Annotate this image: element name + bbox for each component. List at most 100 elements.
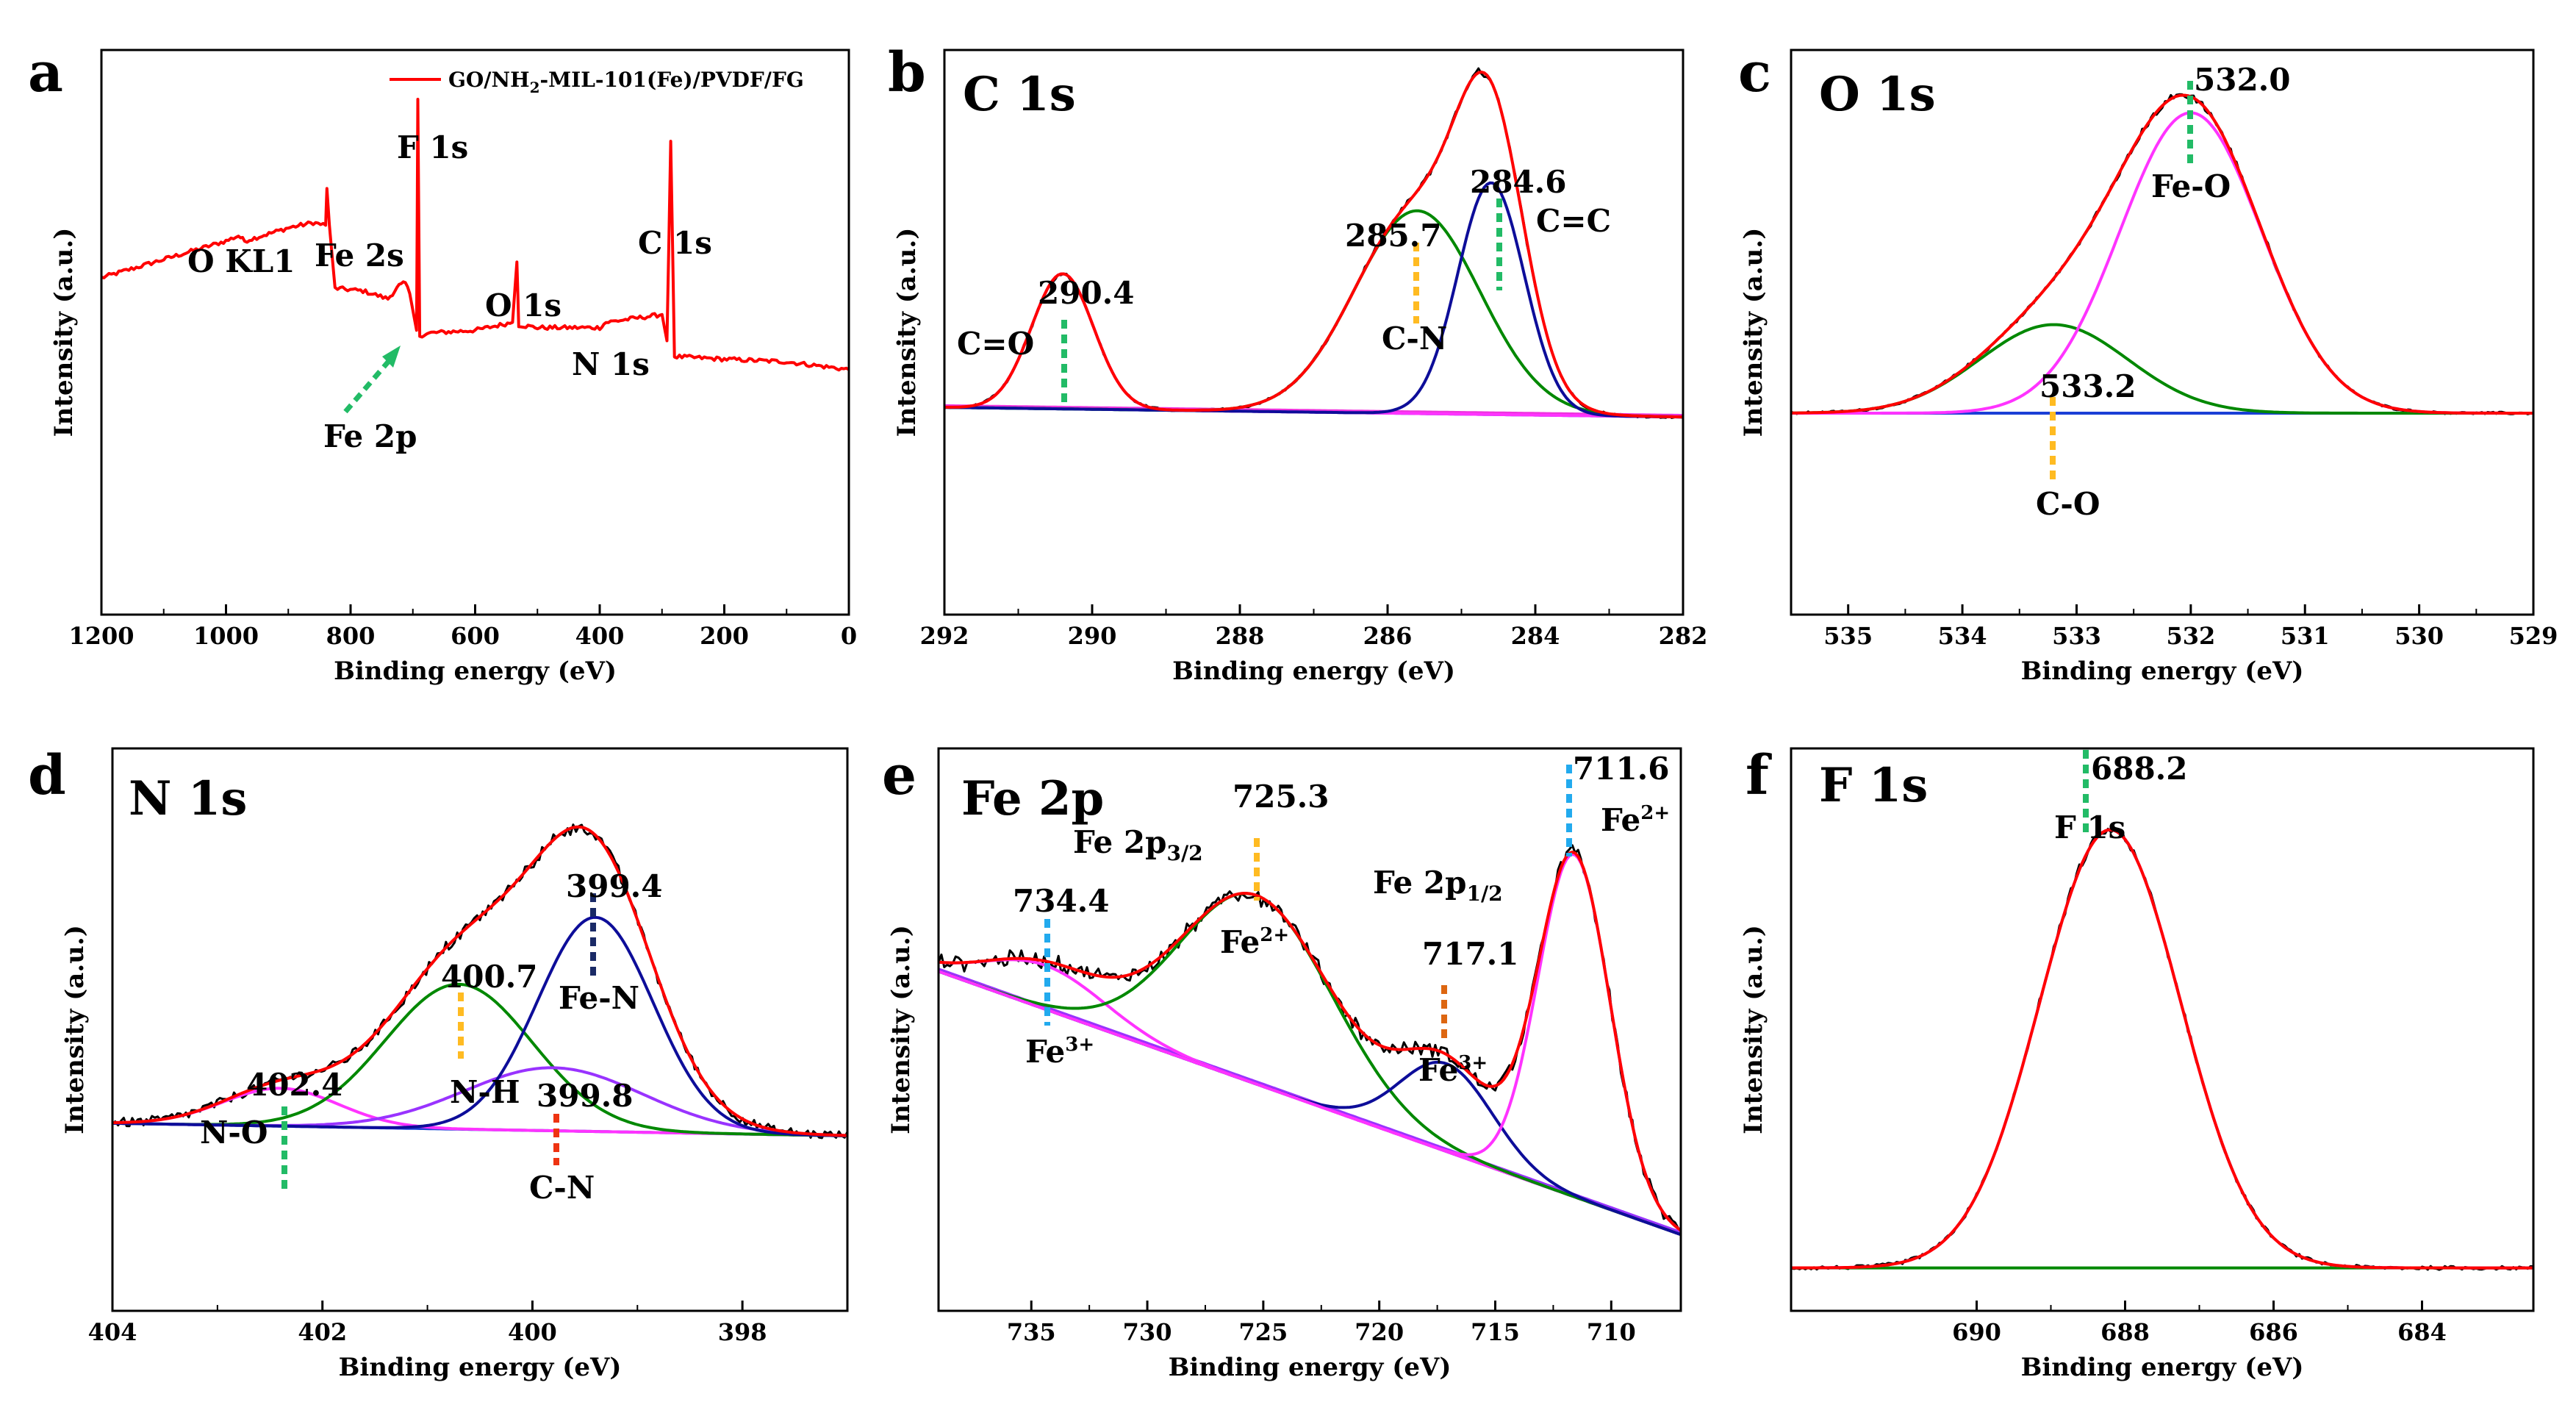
anno-o-1s: O 1s [485, 287, 562, 323]
plot-area-c [1790, 93, 2533, 415]
series-f-raw [1790, 827, 2534, 1271]
series-d-n-h [112, 982, 847, 1137]
plot-area-a [101, 98, 850, 372]
x-tick-label-d-1: 402 [298, 1318, 347, 1346]
plot-area-e [937, 844, 1682, 1237]
panel-title-c: O 1s [1819, 67, 1936, 122]
anno-c-o-bond-c: C-O [2036, 486, 2100, 522]
anno-fe-2s: Fe 2s [315, 237, 404, 273]
x-tick-label-a-3: 600 [451, 622, 500, 650]
panel-letter-d: d [28, 744, 66, 807]
anno-o-kl1: O KL1 [187, 243, 295, 279]
y-axis-label-e: Intensity (a.u.) [886, 925, 916, 1134]
anno-c-c-bond: C=C [1536, 203, 1611, 239]
panel-c: c O 1s 532.0 Fe-O 533.2 C-O 535 534 533 532… [1738, 41, 2558, 686]
x-tick-label-e-5: 710 [1587, 1318, 1636, 1346]
axes-frame-f [1790, 747, 2535, 1312]
series-f-f-1s [1791, 828, 2533, 1270]
panel-title-f: F 1s [1819, 758, 1928, 813]
x-tick-label-e-0: 735 [1007, 1318, 1056, 1346]
x-tick-label-c-1: 534 [1938, 622, 1987, 650]
anno-400-7: 400.7 [441, 959, 538, 995]
x-axis-label-e: Binding energy (eV) [1169, 1353, 1452, 1382]
x-axis-label-b: Binding energy (eV) [1172, 657, 1455, 686]
anno-c-o-bond: C=O [957, 326, 1034, 362]
anno-399-4: 399.4 [566, 868, 663, 904]
x-tick-label-c-3: 532 [2166, 622, 2215, 650]
series-a-go-nh2-mil-101-fe-pvdf-fg [101, 98, 850, 372]
series-b-c-c [944, 181, 1684, 419]
x-axis-label-d: Binding energy (eV) [339, 1353, 622, 1382]
anno-399-8: 399.8 [537, 1078, 634, 1114]
y-axis-label-d: Intensity (a.u.) [60, 925, 90, 1134]
series-d-fe-n [112, 915, 848, 1137]
anno-n-h-bond: N-H [450, 1074, 520, 1110]
panel-letter-c: c [1738, 41, 1771, 104]
anno-734-4: 734.4 [1013, 883, 1110, 919]
x-tick-label-a-1: 1000 [193, 622, 259, 650]
anno-fe-2p: Fe 2p [323, 418, 417, 454]
anno-711-6: 711.6 [1573, 751, 1670, 787]
panel-a: a GO/NH2-MIL-101(Fe)/PVDF/FG O KL1 Fe 2s… [28, 41, 857, 686]
x-tick-label-b-2: 288 [1216, 622, 1265, 650]
series-e-envelope [938, 851, 1682, 1232]
x-tick-label-a-0: 1200 [68, 622, 134, 650]
x-tick-label-a-4: 400 [575, 622, 625, 650]
panel-b: b C 1s 290.4 C=O 285.7 C-N 284.6 C=C 292… [888, 41, 1707, 686]
x-tick-label-e-2: 725 [1238, 1318, 1288, 1346]
anno-285-7: 285.7 [1345, 218, 1442, 254]
x-tick-label-a-6: 0 [841, 622, 857, 650]
anno-n-1s: N 1s [572, 346, 650, 382]
x-tick-label-c-0: 535 [1823, 622, 1873, 650]
anno-533-2: 533.2 [2039, 368, 2136, 404]
plot-area-d [112, 823, 849, 1140]
axes-frame-e [937, 747, 1682, 1312]
x-tick-label-a-2: 800 [326, 622, 376, 650]
x-axis-label-a: Binding energy (eV) [334, 657, 617, 686]
x-tick-label-e-1: 730 [1123, 1318, 1172, 1346]
series-f-envelope [1791, 828, 2533, 1270]
axes-frame-a [100, 49, 850, 616]
panel-e: e Fe 2p 711.6 Fe2+ 725.3 Fe2+ 717.1 Fe3+… [882, 744, 1682, 1382]
y-axis-label-f: Intensity (a.u.) [1739, 925, 1768, 1134]
x-tick-label-b-4: 284 [1511, 622, 1560, 650]
axes-frame-b [943, 49, 1685, 616]
panel-letter-e: e [882, 744, 916, 807]
series-c-envelope [1791, 93, 2533, 415]
x-tick-label-a-5: 200 [700, 622, 749, 650]
series-b-c-n [944, 209, 1684, 419]
arrow-head-fe-2p [382, 346, 401, 368]
panel-title-b: C 1s [963, 67, 1076, 122]
anno-290-4: 290.4 [1038, 275, 1135, 311]
anno-fe-o-bond: Fe-O [2151, 168, 2231, 204]
anno-402-4: 402.4 [246, 1067, 343, 1103]
series-b-envelope [944, 71, 1684, 419]
x-tick-label-b-1: 290 [1068, 622, 1117, 650]
y-axis-label-a: Intensity (a.u.) [49, 228, 79, 437]
anno-fe-2p1-2: Fe 2p1/2 [1373, 865, 1503, 906]
x-tick-label-b-5: 282 [1659, 622, 1708, 650]
axes-frame-d [111, 747, 849, 1312]
anno-688-2: 688.2 [2091, 751, 2188, 787]
panel-letter-b: b [888, 41, 926, 104]
panel-letter-f: f [1746, 744, 1772, 807]
anno-fe-n-bond: Fe-N [559, 980, 639, 1016]
plot-area-b [944, 67, 1684, 419]
x-axis-label-c: Binding energy (eV) [2021, 657, 2304, 686]
series-c-raw [1790, 93, 2533, 415]
x-tick-label-b-0: 292 [920, 622, 969, 650]
anno-717-1: 717.1 [1422, 936, 1519, 972]
panel-letter-a: a [28, 41, 63, 104]
series-c-fe-o [1791, 111, 2533, 415]
series-b-bg2 [944, 404, 1683, 417]
anno-n-o-bond: N-O [200, 1115, 268, 1151]
x-tick-label-f-1: 688 [2100, 1318, 2150, 1346]
x-tick-label-c-6: 529 [2509, 622, 2558, 650]
legend-a: GO/NH2-MIL-101(Fe)/PVDF/FG [390, 68, 804, 96]
anno-fe2-plus-a: Fe2+ [1601, 802, 1670, 838]
anno-fe3-plus-a: Fe3+ [1418, 1052, 1488, 1088]
anno-fe-2p3-2: Fe 2p3/2 [1073, 824, 1203, 865]
anno-f-1s: F 1s [397, 129, 468, 165]
x-tick-label-e-4: 715 [1471, 1318, 1520, 1346]
